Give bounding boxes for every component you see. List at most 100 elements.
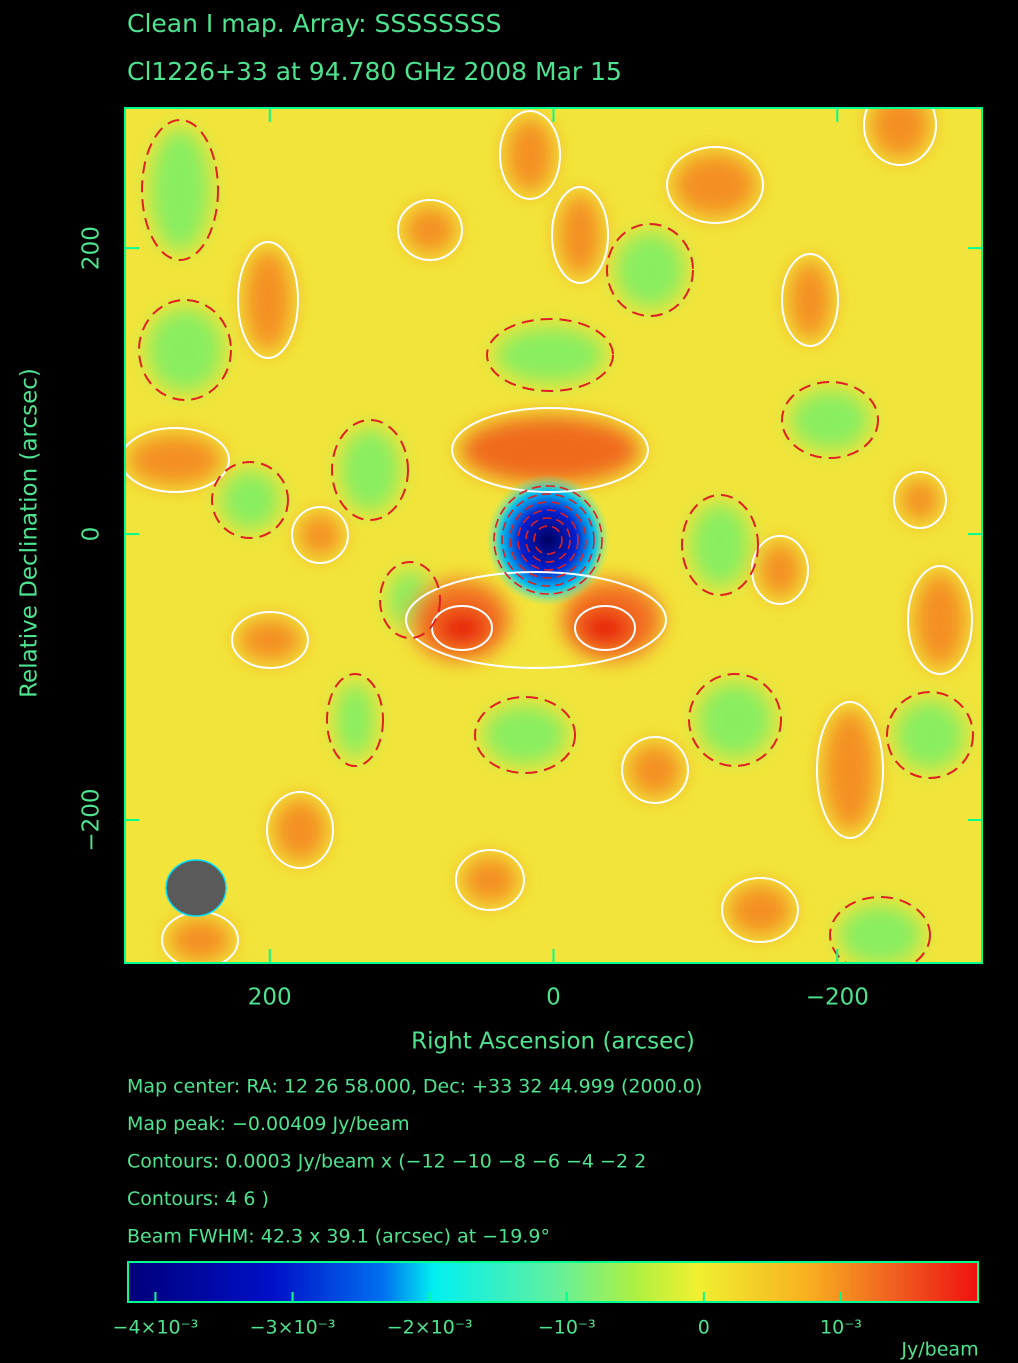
contour-positive bbox=[816, 701, 884, 839]
map-image bbox=[125, 108, 982, 963]
map-low bbox=[495, 327, 605, 383]
contour-negative bbox=[474, 696, 576, 774]
map-low bbox=[697, 682, 773, 758]
contour-negative bbox=[141, 119, 219, 261]
contour-positive bbox=[574, 605, 636, 651]
map-high bbox=[404, 206, 456, 254]
map-colors bbox=[127, 108, 966, 963]
contour-positive bbox=[397, 199, 463, 261]
map-high bbox=[558, 193, 602, 277]
map-high bbox=[127, 434, 223, 486]
map-high bbox=[273, 798, 327, 862]
contour-negative bbox=[606, 223, 694, 317]
contour-negative bbox=[326, 673, 384, 767]
map-high bbox=[460, 416, 640, 484]
map-info: Contours: 4 6 ) bbox=[127, 1188, 269, 1210]
contour-positive bbox=[455, 849, 525, 911]
x-tick-label: −200 bbox=[806, 985, 869, 1011]
contour-positive bbox=[266, 791, 334, 869]
contour-positive bbox=[231, 611, 309, 669]
beam bbox=[165, 859, 227, 917]
contour-negative bbox=[681, 494, 759, 596]
colorbar-label: Jy/beam bbox=[900, 1339, 978, 1361]
map-low bbox=[220, 470, 280, 530]
contour-positive bbox=[451, 407, 649, 493]
contour-positive bbox=[499, 110, 561, 200]
map-info: Map center: RA: 12 26 58.000, Dec: +33 3… bbox=[127, 1076, 702, 1098]
contour-negative bbox=[486, 318, 614, 392]
title: Clean I map. Array: SSSSSSSS bbox=[127, 9, 502, 38]
x-tick-label: 0 bbox=[546, 985, 561, 1011]
contour-positive bbox=[666, 146, 764, 224]
colorbar-tick-label: −3×10⁻³ bbox=[250, 1317, 336, 1339]
colorbar-tick-label: −10⁻³ bbox=[538, 1317, 596, 1339]
contour-negative bbox=[533, 525, 563, 555]
y-tick-label: 200 bbox=[79, 226, 105, 270]
map-high bbox=[673, 153, 757, 217]
map-low bbox=[895, 700, 965, 770]
map-high bbox=[758, 542, 802, 598]
map-high bbox=[870, 108, 930, 159]
map-low bbox=[615, 232, 685, 308]
contour-negative bbox=[501, 493, 595, 587]
map-peak bbox=[436, 610, 488, 646]
contour-negative bbox=[688, 673, 782, 767]
map-high bbox=[168, 918, 232, 962]
map-low bbox=[335, 682, 375, 758]
map-high bbox=[628, 743, 682, 797]
colorbar-tick-label: −2×10⁻³ bbox=[387, 1317, 473, 1339]
contour-negative bbox=[829, 896, 931, 963]
map-high bbox=[900, 478, 940, 522]
map-low bbox=[838, 905, 922, 963]
y-tick-label: −200 bbox=[79, 788, 105, 851]
map-high bbox=[238, 618, 302, 662]
contour-negative bbox=[211, 461, 289, 539]
x-tick-label: 200 bbox=[248, 985, 292, 1011]
map-high bbox=[823, 708, 877, 832]
map-high bbox=[244, 248, 292, 352]
map-peak bbox=[579, 610, 631, 646]
map-high bbox=[728, 884, 792, 936]
map-info: Beam FWHM: 42.3 x 39.1 (arcsec) at −19.9… bbox=[127, 1226, 550, 1248]
contour-positive bbox=[893, 471, 947, 529]
contour-positive bbox=[721, 877, 799, 943]
contour-negative bbox=[781, 381, 879, 459]
colorbar bbox=[127, 1261, 979, 1303]
contour-positive bbox=[781, 253, 839, 347]
map-contours bbox=[125, 108, 974, 963]
contour-negative bbox=[379, 561, 441, 639]
subtitle: Cl1226+33 at 94.780 GHz 2008 Mar 15 bbox=[127, 57, 622, 86]
y-axis-label: Relative Declination (arcsec) bbox=[17, 368, 43, 698]
map-info: Contours: 0.0003 Jy/beam x (−12 −10 −8 −… bbox=[127, 1151, 646, 1173]
contour-negative bbox=[525, 517, 571, 563]
map-low bbox=[340, 428, 400, 512]
map-low bbox=[147, 308, 223, 392]
map-high bbox=[298, 513, 342, 557]
map-high bbox=[462, 856, 518, 904]
map-low bbox=[150, 128, 210, 252]
contour-negative bbox=[493, 485, 603, 595]
contour-negative bbox=[331, 419, 409, 521]
contour-negative bbox=[886, 691, 974, 779]
contour-positive bbox=[863, 108, 937, 166]
contour-positive bbox=[405, 571, 667, 669]
map-high bbox=[788, 260, 832, 340]
contour-positive bbox=[291, 506, 349, 564]
contour-positive bbox=[621, 736, 689, 804]
map-low bbox=[690, 503, 750, 587]
contour-positive bbox=[907, 565, 973, 675]
colorbar-tick-label: 10⁻³ bbox=[820, 1317, 862, 1339]
map-info: Map peak: −0.00409 Jy/beam bbox=[127, 1113, 410, 1135]
map-high bbox=[914, 572, 966, 668]
y-tick-label: 0 bbox=[79, 527, 105, 542]
map-high bbox=[506, 117, 554, 193]
map-low bbox=[790, 390, 870, 450]
contour-positive bbox=[551, 186, 609, 284]
map-low bbox=[483, 705, 567, 765]
contour-negative bbox=[517, 509, 579, 571]
contour-negative bbox=[509, 501, 587, 579]
contour-positive bbox=[431, 605, 493, 651]
colorbar-tick-label: −4×10⁻³ bbox=[113, 1317, 199, 1339]
contour-positive bbox=[237, 241, 299, 359]
